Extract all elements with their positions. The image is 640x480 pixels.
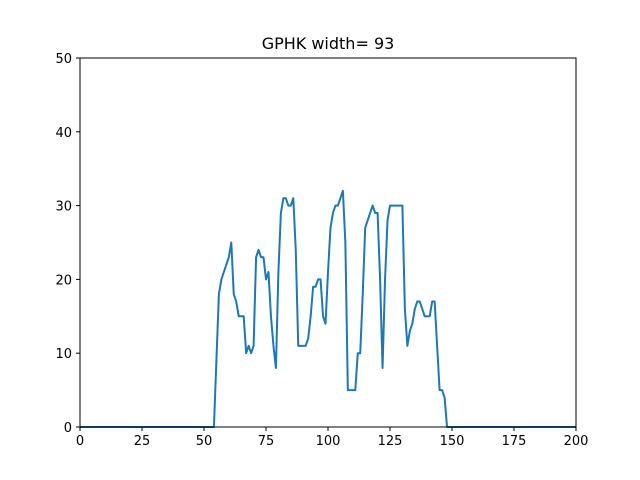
x-tick-label: 175	[502, 434, 527, 449]
x-axis-ticks: 0 25 50 75 100 125 150 175 200	[76, 427, 589, 449]
plot-area-frame	[79, 57, 577, 428]
x-tick-label: 100	[316, 434, 341, 449]
x-tick-label: 75	[258, 434, 275, 449]
y-axis-ticks: 0 10 20 30 40 50	[55, 52, 80, 436]
y-tick-label: 20	[55, 273, 72, 288]
x-tick-label: 50	[196, 434, 213, 449]
x-tick-label: 200	[564, 434, 589, 449]
y-tick-label: 0	[64, 421, 72, 436]
y-tick-label: 30	[55, 200, 72, 215]
x-tick-label: 125	[378, 434, 403, 449]
series-layer	[80, 189, 576, 428]
x-tick-label: 0	[76, 434, 84, 449]
x-tick-label: 25	[134, 434, 151, 449]
y-tick-label: 50	[55, 52, 72, 67]
series-line-0	[80, 189, 576, 428]
y-tick-label: 10	[55, 347, 72, 362]
x-tick-label: 150	[440, 434, 465, 449]
y-tick-label: 40	[55, 126, 72, 141]
chart-title: GPHK width= 93	[262, 34, 395, 53]
